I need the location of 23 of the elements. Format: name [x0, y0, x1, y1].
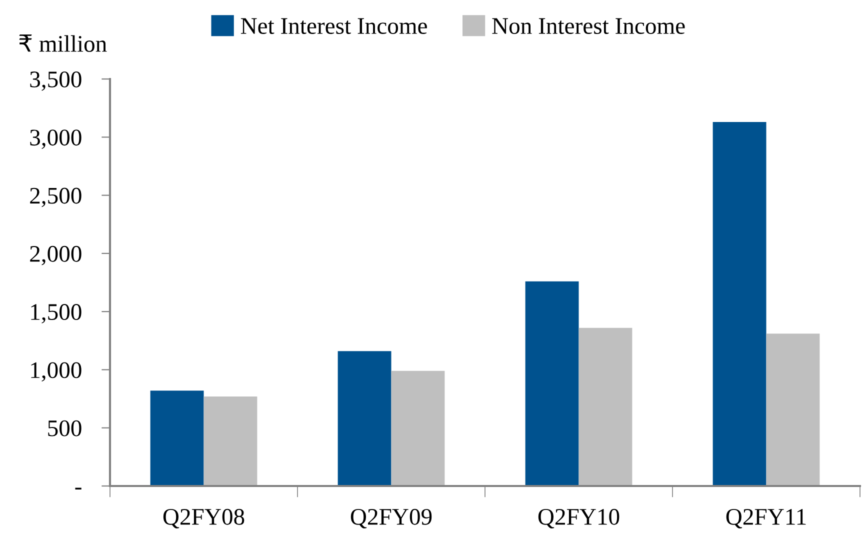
bar — [578, 328, 632, 486]
x-tick-label: Q2FY10 — [538, 508, 620, 528]
y-tick-label: - — [75, 488, 82, 490]
y-tick-label: 3,000 — [30, 130, 82, 149]
bar — [204, 396, 258, 486]
legend-label: Non Interest Income — [492, 18, 685, 34]
bar — [712, 122, 766, 486]
y-tick-label: 2,500 — [30, 188, 82, 208]
y-tick-label: 2,000 — [30, 246, 82, 266]
x-tick-label: Q2FY11 — [726, 508, 806, 528]
bar — [525, 281, 579, 486]
bar — [150, 390, 204, 486]
x-tick-label: Q2FY09 — [350, 508, 432, 528]
bar — [391, 370, 445, 486]
bar — [338, 351, 392, 486]
y-axis-title: ₹ million — [19, 34, 107, 52]
x-tick-label: Q2FY08 — [163, 508, 244, 528]
y-tick-label: 1,000 — [31, 362, 82, 382]
bar — [766, 334, 820, 486]
legend-label: Net Interest Income — [240, 18, 427, 34]
y-tick-label: 1,500 — [31, 304, 82, 324]
y-tick-label: 3,500 — [30, 71, 82, 91]
y-tick-label: 500 — [48, 420, 82, 436]
